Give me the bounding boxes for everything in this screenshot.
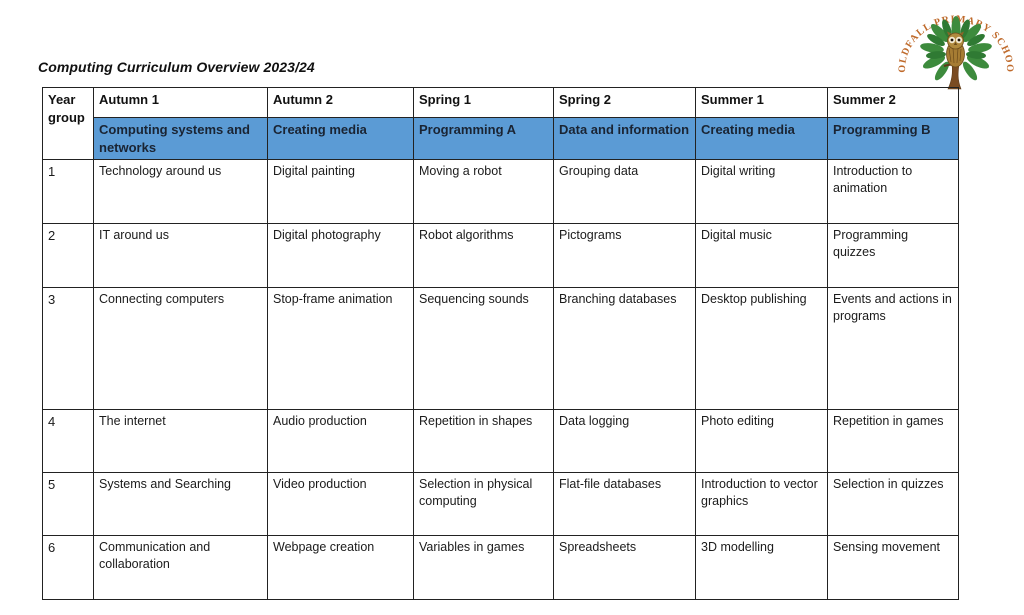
strand-header-row: Computing systems and networks Creating … bbox=[43, 117, 959, 160]
unit-cell: Video production bbox=[267, 471, 414, 536]
table-row-year-6: 6 Communication and collaboration Webpag… bbox=[42, 534, 959, 600]
strand-header-cell: Programming B bbox=[827, 117, 959, 160]
unit-cell: Pictograms bbox=[553, 222, 696, 288]
unit-cell: Digital photography bbox=[267, 222, 414, 288]
unit-cell: Digital writing bbox=[695, 158, 828, 224]
unit-cell: Introduction to animation bbox=[827, 158, 959, 224]
unit-cell: Selection in quizzes bbox=[827, 471, 959, 536]
unit-cell: Systems and Searching bbox=[93, 471, 268, 536]
unit-cell: Connecting computers bbox=[93, 286, 268, 410]
unit-cell: 3D modelling bbox=[695, 534, 828, 600]
unit-cell: The internet bbox=[93, 408, 268, 473]
unit-cell: Stop-frame animation bbox=[267, 286, 414, 410]
year-cell: 5 bbox=[42, 471, 94, 536]
unit-cell: Variables in games bbox=[413, 534, 554, 600]
unit-cell: Repetition in shapes bbox=[413, 408, 554, 473]
term-header-cell: Autumn 2 bbox=[267, 87, 414, 118]
unit-cell: Webpage creation bbox=[267, 534, 414, 600]
unit-cell: Branching databases bbox=[553, 286, 696, 410]
strand-header-cell: Programming A bbox=[413, 117, 554, 160]
unit-cell: Audio production bbox=[267, 408, 414, 473]
school-logo: COLDFALL PRIMARY SCHOOL bbox=[892, 2, 1014, 90]
curriculum-table: Year group Autumn 1 Autumn 2 Spring 1 Sp… bbox=[42, 87, 959, 600]
year-cell: 2 bbox=[42, 222, 94, 288]
table-row-year-1: 1 Technology around us Digital painting … bbox=[42, 158, 959, 224]
unit-cell: Programming quizzes bbox=[827, 222, 959, 288]
unit-cell: Desktop publishing bbox=[695, 286, 828, 410]
unit-cell: Flat-file databases bbox=[553, 471, 696, 536]
table-row-year-2: 2 IT around us Digital photography Robot… bbox=[42, 222, 959, 288]
unit-cell: Sensing movement bbox=[827, 534, 959, 600]
strand-header-cell: Computing systems and networks bbox=[93, 117, 268, 160]
page-title: Computing Curriculum Overview 2023/24 bbox=[38, 59, 315, 75]
term-header-cell: Autumn 1 bbox=[93, 87, 268, 118]
unit-cell: Spreadsheets bbox=[553, 534, 696, 600]
strand-header-cell: Creating media bbox=[695, 117, 828, 160]
unit-cell: Introduction to vector graphics bbox=[695, 471, 828, 536]
table-row-year-5: 5 Systems and Searching Video production… bbox=[42, 471, 959, 536]
year-cell: 6 bbox=[42, 534, 94, 600]
year-cell: 1 bbox=[42, 158, 94, 224]
table-row-year-3: 3 Connecting computers Stop-frame animat… bbox=[42, 286, 959, 410]
unit-cell: Selection in physical computing bbox=[413, 471, 554, 536]
unit-cell: Photo editing bbox=[695, 408, 828, 473]
year-cell: 3 bbox=[42, 286, 94, 410]
unit-cell: IT around us bbox=[93, 222, 268, 288]
unit-cell: Sequencing sounds bbox=[413, 286, 554, 410]
term-header-cell: Spring 2 bbox=[553, 87, 696, 118]
unit-cell: Technology around us bbox=[93, 158, 268, 224]
term-header-cell: Summer 1 bbox=[695, 87, 828, 118]
unit-cell: Moving a robot bbox=[413, 158, 554, 224]
term-header-cell: Spring 1 bbox=[413, 87, 554, 118]
unit-cell: Digital music bbox=[695, 222, 828, 288]
term-header-cell: Summer 2 bbox=[827, 87, 959, 118]
unit-cell: Data logging bbox=[553, 408, 696, 473]
term-header-row: Year group Autumn 1 Autumn 2 Spring 1 Sp… bbox=[42, 87, 959, 160]
year-group-header-cell: Year group bbox=[42, 87, 94, 160]
unit-cell: Grouping data bbox=[553, 158, 696, 224]
unit-cell: Communication and collaboration bbox=[93, 534, 268, 600]
table-row-year-4: 4 The internet Audio production Repetiti… bbox=[42, 408, 959, 473]
unit-cell: Digital painting bbox=[267, 158, 414, 224]
owl-icon bbox=[946, 31, 965, 68]
unit-cell: Robot algorithms bbox=[413, 222, 554, 288]
unit-cell: Repetition in games bbox=[827, 408, 959, 473]
strand-header-cell: Creating media bbox=[267, 117, 414, 160]
year-cell: 4 bbox=[42, 408, 94, 473]
strand-header-cell: Data and information bbox=[553, 117, 696, 160]
unit-cell: Events and actions in programs bbox=[827, 286, 959, 410]
